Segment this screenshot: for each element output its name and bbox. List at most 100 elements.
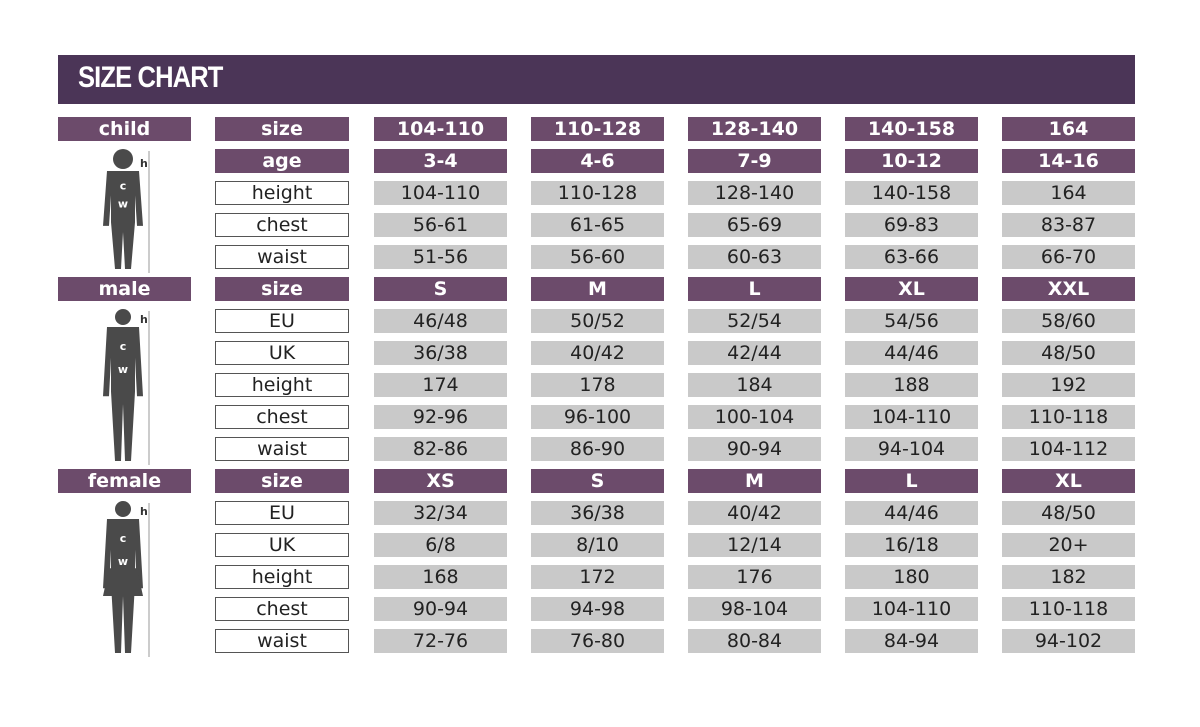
row-label: waist	[215, 437, 349, 461]
height-marker-label: h	[140, 157, 148, 170]
value-cell: 20+	[1002, 533, 1135, 557]
height-marker-label: h	[140, 505, 148, 518]
value-cell: 51-56	[374, 245, 507, 269]
value-cell: 128-140	[688, 181, 821, 205]
value-cell: 84-94	[845, 629, 978, 653]
value-cell: 104-110	[845, 597, 978, 621]
value-cell: 80-84	[688, 629, 821, 653]
chest-marker-label: c	[120, 340, 127, 353]
male-silhouette-icon: cw h	[103, 309, 150, 465]
value-cell: 44/46	[845, 501, 978, 525]
value-cell: 44/46	[845, 341, 978, 365]
value-cell: 83-87	[1002, 213, 1135, 237]
size-header-cell: 14-16	[1002, 149, 1135, 173]
size-header-cell: 140-158	[845, 117, 978, 141]
value-cell: 184	[688, 373, 821, 397]
value-cell: 6/8	[374, 533, 507, 557]
child-silhouette-icon: cw h	[103, 149, 150, 273]
size-header-cell: 4-6	[531, 149, 664, 173]
size-header-cell: S	[374, 277, 507, 301]
row-label: UK	[215, 533, 349, 557]
row-label: age	[215, 149, 349, 173]
value-cell: 52/54	[688, 309, 821, 333]
value-cell: 54/56	[845, 309, 978, 333]
height-marker-label: h	[140, 313, 148, 326]
value-cell: 76-80	[531, 629, 664, 653]
size-header-cell: 10-12	[845, 149, 978, 173]
size-header-cell: XXL	[1002, 277, 1135, 301]
value-cell: 168	[374, 565, 507, 589]
row-label: waist	[215, 245, 349, 269]
size-header-cell: 7-9	[688, 149, 821, 173]
row-label: EU	[215, 309, 349, 333]
size-header-cell: L	[845, 469, 978, 493]
value-cell: 46/48	[374, 309, 507, 333]
value-cell: 92-96	[374, 405, 507, 429]
value-cell: 104-112	[1002, 437, 1135, 461]
size-header-cell: L	[688, 277, 821, 301]
value-cell: 94-102	[1002, 629, 1135, 653]
value-cell: 110-118	[1002, 597, 1135, 621]
row-label: UK	[215, 341, 349, 365]
value-cell: 180	[845, 565, 978, 589]
female-silhouette-icon: cw h	[103, 501, 150, 657]
value-cell: 72-76	[374, 629, 507, 653]
value-cell: 174	[374, 373, 507, 397]
row-label: height	[215, 181, 349, 205]
value-cell: 36/38	[374, 341, 507, 365]
value-cell: 140-158	[845, 181, 978, 205]
value-cell: 104-110	[374, 181, 507, 205]
value-cell: 110-128	[531, 181, 664, 205]
value-cell: 176	[688, 565, 821, 589]
size-header-cell: 104-110	[374, 117, 507, 141]
value-cell: 56-60	[531, 245, 664, 269]
size-header-cell: 3-4	[374, 149, 507, 173]
size-header-cell: 128-140	[688, 117, 821, 141]
value-cell: 50/52	[531, 309, 664, 333]
value-cell: 66-70	[1002, 245, 1135, 269]
size-header-cell: XL	[845, 277, 978, 301]
value-cell: 82-86	[374, 437, 507, 461]
value-cell: 61-65	[531, 213, 664, 237]
value-cell: 36/38	[531, 501, 664, 525]
value-cell: 104-110	[845, 405, 978, 429]
value-cell: 90-94	[688, 437, 821, 461]
value-cell: 94-98	[531, 597, 664, 621]
value-cell: 94-104	[845, 437, 978, 461]
category-child: child	[58, 117, 191, 141]
value-cell: 86-90	[531, 437, 664, 461]
row-label: waist	[215, 629, 349, 653]
row-label: EU	[215, 501, 349, 525]
waist-marker-label: w	[118, 198, 128, 211]
chest-marker-label: c	[120, 532, 127, 545]
value-cell: 40/42	[531, 341, 664, 365]
value-cell: 58/60	[1002, 309, 1135, 333]
value-cell: 110-118	[1002, 405, 1135, 429]
value-cell: 8/10	[531, 533, 664, 557]
value-cell: 69-83	[845, 213, 978, 237]
row-label: height	[215, 565, 349, 589]
size-header-cell: 164	[1002, 117, 1135, 141]
row-label: height	[215, 373, 349, 397]
row-label: size	[215, 277, 349, 301]
row-label: chest	[215, 213, 349, 237]
row-label: size	[215, 469, 349, 493]
row-label: chest	[215, 597, 349, 621]
category-male: male	[58, 277, 191, 301]
size-header-cell: XS	[374, 469, 507, 493]
value-cell: 60-63	[688, 245, 821, 269]
value-cell: 63-66	[845, 245, 978, 269]
chest-marker-label: c	[120, 179, 127, 192]
value-cell: 96-100	[531, 405, 664, 429]
size-header-cell: XL	[1002, 469, 1135, 493]
size-header-cell: S	[531, 469, 664, 493]
value-cell: 90-94	[374, 597, 507, 621]
value-cell: 182	[1002, 565, 1135, 589]
value-cell: 12/14	[688, 533, 821, 557]
value-cell: 16/18	[845, 533, 978, 557]
waist-marker-label: w	[118, 363, 128, 376]
row-label: size	[215, 117, 349, 141]
value-cell: 65-69	[688, 213, 821, 237]
value-cell: 100-104	[688, 405, 821, 429]
title-bar: SIZE CHART	[58, 55, 1135, 104]
